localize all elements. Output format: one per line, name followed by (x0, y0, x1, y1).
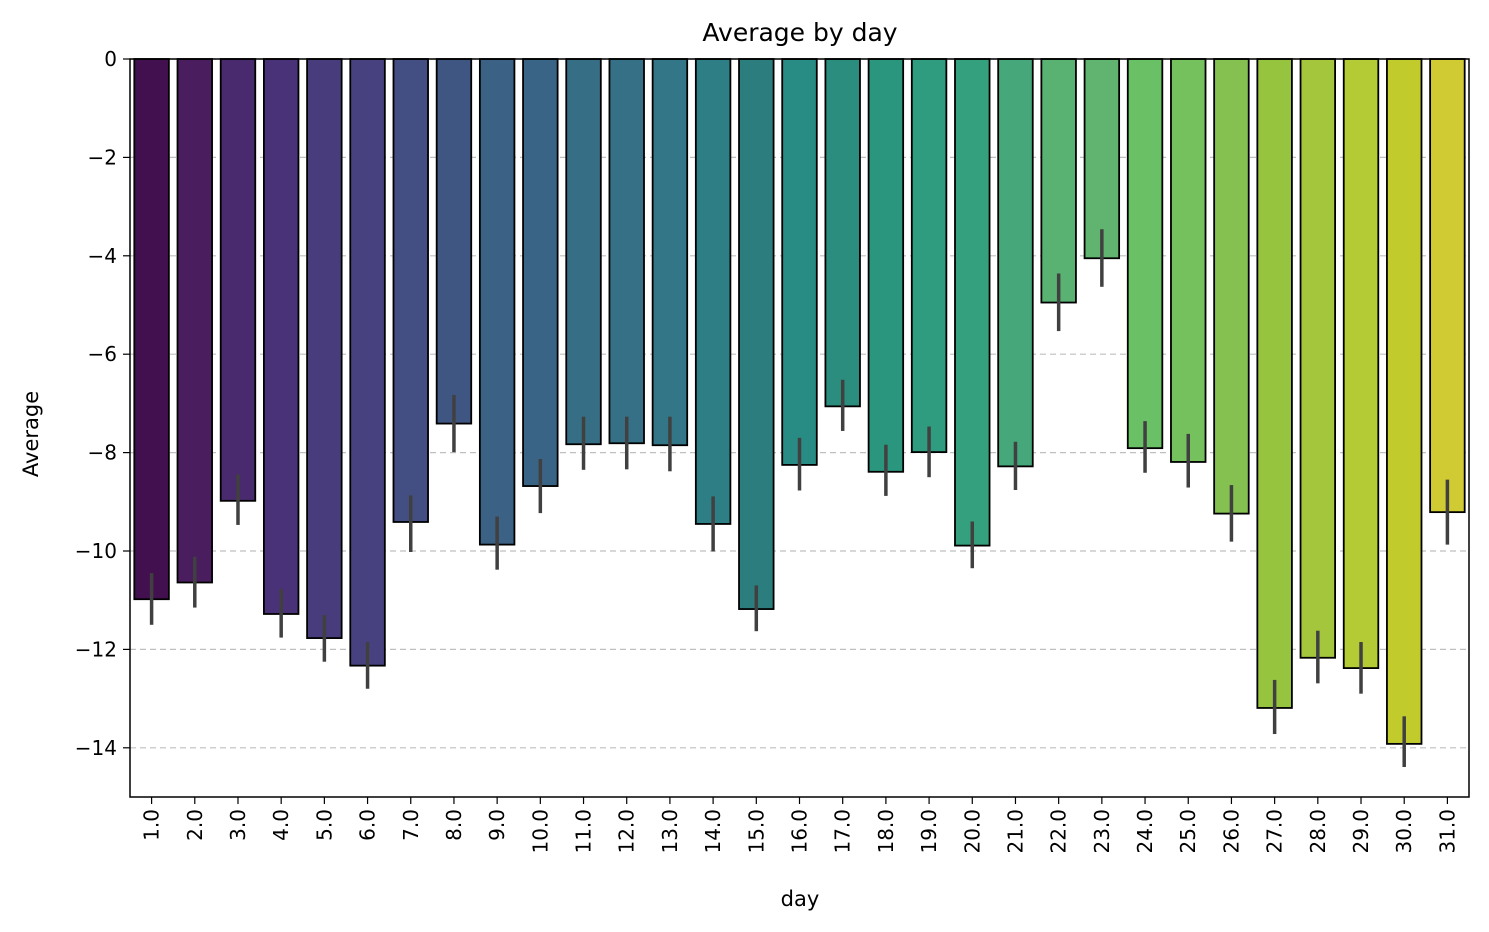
bar (435, 58, 473, 425)
x-tick-label: 3.0 (226, 809, 250, 841)
bar (262, 58, 300, 615)
x-tick-label: 26.0 (1219, 809, 1243, 854)
bar (1342, 58, 1380, 669)
x-tick-label: 8.0 (442, 809, 466, 841)
plot-frame (129, 58, 1470, 798)
x-tick-label: 25.0 (1176, 809, 1200, 854)
y-tick-label: 0 (104, 47, 117, 71)
y-tick-label: −12 (75, 637, 117, 661)
bar (133, 58, 170, 601)
x-tick-label: 15.0 (744, 809, 768, 854)
x-tick-label: 14.0 (701, 809, 725, 854)
x-tick-label: 19.0 (917, 809, 941, 854)
x-tick-label: 6.0 (356, 809, 380, 841)
y-tick-label: −8 (88, 441, 117, 465)
x-tick-label: 7.0 (399, 809, 423, 841)
error-bars (149, 229, 1450, 767)
bar (349, 58, 386, 667)
bar (1170, 58, 1207, 463)
x-tick-label: 16.0 (788, 809, 812, 854)
bar (608, 58, 645, 445)
x-tick-label: 10.0 (528, 809, 552, 854)
x-tick-label: 17.0 (831, 809, 855, 854)
x-tick-label: 5.0 (312, 809, 336, 841)
x-tick-label: 1.0 (140, 809, 164, 841)
x-tick-label: 27.0 (1263, 809, 1287, 854)
y-tick-label: −4 (88, 244, 117, 268)
bar (478, 58, 516, 546)
x-tick-label: 28.0 (1306, 809, 1330, 854)
x-tick-label: 11.0 (572, 809, 596, 854)
bar (910, 58, 948, 454)
bars (133, 58, 1466, 745)
bar (824, 58, 861, 408)
bar (176, 58, 213, 584)
x-tick-label: 30.0 (1392, 809, 1416, 854)
y-tick-label: −6 (88, 342, 117, 366)
x-tick-label: 12.0 (615, 809, 639, 854)
bar (1386, 58, 1423, 745)
bar (1299, 58, 1337, 659)
bar (651, 58, 689, 447)
bar (522, 58, 559, 487)
x-tick-label: 9.0 (485, 809, 509, 841)
x-tick-label: 29.0 (1349, 809, 1373, 854)
bar (565, 58, 602, 446)
y-tick-label: −2 (88, 145, 117, 169)
x-tick-label: 2.0 (183, 809, 207, 841)
bar (954, 58, 991, 547)
bar (219, 58, 257, 502)
y-tick-label: −14 (75, 736, 117, 760)
bar (1126, 58, 1164, 450)
bar (1256, 58, 1293, 709)
x-tick-label: 24.0 (1133, 809, 1157, 854)
x-tick-label: 23.0 (1090, 809, 1114, 854)
x-tick-label: 4.0 (269, 809, 293, 841)
bar (781, 58, 818, 466)
bar (306, 58, 343, 639)
y-axis-title: Average (19, 391, 43, 477)
bar (1429, 58, 1466, 514)
chart-title: Average by day (702, 18, 897, 47)
bar (738, 58, 775, 610)
x-tick-label: 18.0 (874, 809, 898, 854)
bar (997, 58, 1034, 468)
bar (1040, 58, 1077, 304)
x-axis: 1.0 2.0 3.0 4.0 5.0 6.0 7.0 8.0 9.0 10.0 11.0 12.0 1… (140, 797, 1459, 854)
x-tick-label: 22.0 (1047, 809, 1071, 854)
bar (1083, 58, 1121, 260)
y-axis: 0 −2 −4 −6 −8 −10 −12 −14 (75, 47, 130, 760)
bar (1213, 58, 1250, 515)
x-axis-title: day (781, 887, 820, 911)
y-tick-label: −10 (75, 539, 117, 563)
bar (392, 58, 429, 523)
x-tick-label: 31.0 (1435, 809, 1459, 854)
x-tick-label: 21.0 (1003, 809, 1027, 854)
x-tick-label: 20.0 (960, 809, 984, 854)
x-tick-label: 13.0 (658, 809, 682, 854)
bar (867, 58, 905, 473)
bar (694, 58, 732, 525)
